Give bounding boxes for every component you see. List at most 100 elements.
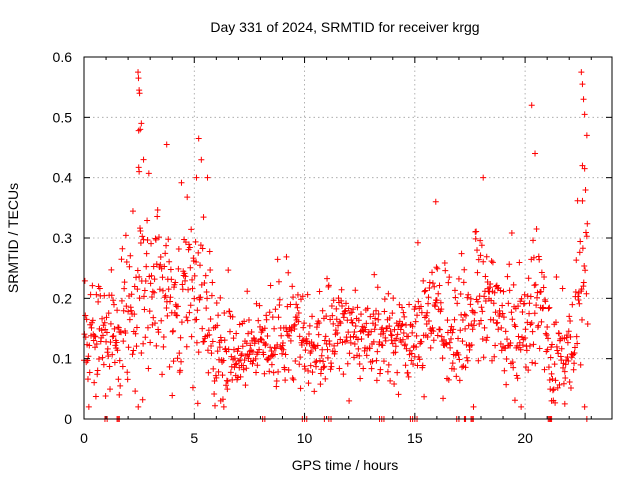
data-point: [336, 365, 343, 372]
data-point: [316, 288, 323, 295]
data-point: [109, 333, 116, 340]
data-point: [176, 350, 183, 357]
data-point: [483, 253, 490, 260]
data-point: [434, 332, 441, 339]
data-point: [216, 344, 223, 351]
y-tick-label: 0.1: [53, 351, 73, 367]
data-point: [541, 366, 548, 373]
data-point: [160, 343, 167, 350]
data-point: [174, 303, 181, 310]
data-point: [447, 344, 454, 351]
data-point: [99, 332, 106, 339]
data-point: [177, 367, 184, 374]
data-point: [93, 340, 100, 347]
data-point: [424, 309, 431, 316]
data-point: [559, 285, 566, 292]
data-point: [399, 336, 406, 343]
data-point: [247, 342, 254, 349]
data-point: [209, 338, 216, 345]
data-point: [384, 368, 391, 375]
data-point: [418, 338, 425, 345]
data-point: [544, 346, 551, 353]
data-point: [120, 338, 127, 345]
data-point: [229, 313, 236, 320]
data-point: [571, 349, 578, 356]
data-point: [354, 336, 361, 343]
data-point: [88, 324, 95, 331]
data-point: [116, 391, 123, 398]
data-point: [538, 269, 545, 276]
data-point: [571, 344, 578, 351]
data-point: [436, 282, 443, 289]
data-point: [459, 338, 466, 345]
data-point: [117, 382, 124, 389]
data-point: [131, 311, 138, 318]
data-point: [342, 307, 349, 314]
data-point: [118, 329, 125, 336]
data-point: [414, 239, 421, 246]
data-point: [215, 368, 222, 375]
data-point: [258, 336, 265, 343]
data-point: [114, 307, 121, 314]
data-point: [543, 332, 550, 339]
data-point: [385, 361, 392, 368]
data-point: [474, 247, 481, 254]
data-point: [462, 325, 469, 332]
data-point: [275, 368, 282, 375]
data-point: [332, 327, 339, 334]
data-point: [159, 287, 166, 294]
data-point: [371, 326, 378, 333]
data-point: [522, 364, 529, 371]
data-point: [125, 308, 132, 315]
data-point: [478, 242, 485, 249]
data-point: [284, 332, 291, 339]
data-point: [363, 352, 370, 359]
data-point: [91, 332, 98, 339]
data-point: [425, 318, 432, 325]
data-point: [252, 337, 259, 344]
data-point: [528, 320, 535, 327]
data-point: [549, 387, 556, 394]
data-point: [133, 343, 140, 350]
data-point: [413, 343, 420, 350]
data-point: [519, 342, 526, 349]
data-point: [271, 344, 278, 351]
data-point: [160, 333, 167, 340]
data-point: [119, 363, 126, 370]
data-point: [343, 300, 350, 307]
data-point: [475, 256, 482, 263]
data-point: [205, 369, 212, 376]
data-point: [200, 338, 207, 345]
data-point: [381, 308, 388, 315]
data-point: [135, 75, 142, 82]
data-point: [581, 403, 588, 410]
data-point: [184, 194, 191, 201]
data-point: [368, 328, 375, 335]
data-point: [89, 282, 96, 289]
data-point: [204, 174, 211, 181]
data-point: [482, 273, 489, 280]
data-point: [523, 347, 530, 354]
data-point: [508, 229, 515, 236]
data-point: [135, 403, 142, 410]
data-point: [583, 233, 590, 240]
data-point: [187, 264, 194, 271]
data-point: [513, 372, 520, 379]
data-point: [567, 333, 574, 340]
data-point: [402, 341, 409, 348]
data-point: [570, 366, 577, 373]
data-point: [254, 349, 261, 356]
data-point: [453, 373, 460, 380]
data-point: [499, 310, 506, 317]
data-point: [470, 403, 477, 410]
data-point: [449, 329, 456, 336]
data-point: [89, 317, 96, 324]
data-point: [243, 365, 250, 372]
data-point: [439, 355, 446, 362]
data-point: [224, 386, 231, 393]
y-tick-label: 0.4: [53, 170, 73, 186]
data-point: [572, 289, 579, 296]
data-point: [536, 256, 543, 263]
x-axis-label: GPS time / hours: [292, 457, 399, 473]
data-point: [324, 275, 331, 282]
